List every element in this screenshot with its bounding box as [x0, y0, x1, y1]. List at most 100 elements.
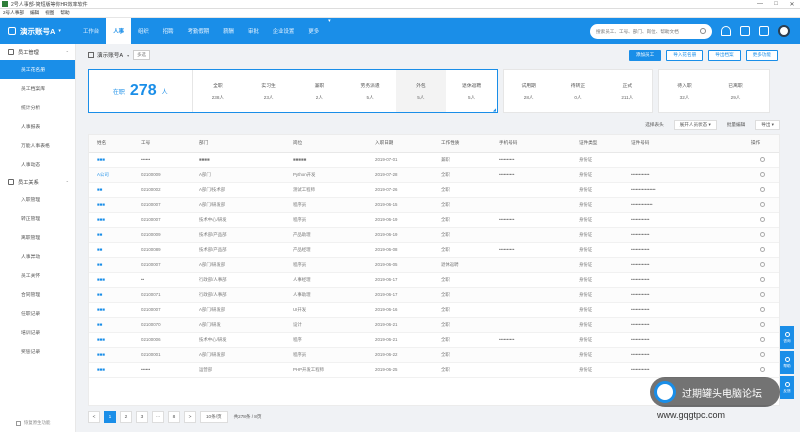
search-input[interactable] — [596, 28, 700, 34]
row-actions[interactable] — [743, 302, 779, 318]
nav-tab[interactable]: 考勤假期 — [187, 29, 210, 35]
export-archive-button[interactable]: 导出档案 — [708, 49, 741, 61]
employee-name-link[interactable]: ■■ — [89, 227, 133, 243]
row-actions[interactable] — [743, 227, 779, 243]
stat-cell[interactable]: 试用期 28人 — [504, 70, 553, 112]
employee-name-link[interactable]: ■■■ — [89, 152, 133, 168]
more-actions-icon[interactable] — [759, 156, 765, 162]
add-employee-button[interactable]: 添加员工 — [628, 49, 662, 61]
employee-name-link[interactable]: A公司 — [89, 167, 133, 183]
row-actions[interactable] — [743, 212, 779, 228]
more-actions-icon[interactable] — [759, 231, 765, 237]
employee-name-link[interactable]: ■■ — [89, 242, 133, 258]
sidebar-footer[interactable]: 恢复原生功能 — [16, 420, 50, 426]
employee-name-link[interactable]: ■■■ — [89, 332, 133, 348]
stat-cell[interactable]: 待转正 0人 — [553, 70, 602, 112]
sidebar-item[interactable]: 任职记录 — [21, 312, 41, 317]
employee-name-link[interactable]: ■■■ — [89, 362, 133, 378]
export-select[interactable]: 导出 ▾ — [755, 120, 780, 130]
stat-cell[interactable]: 正式 211人 — [603, 70, 652, 112]
sidebar-item[interactable]: 培训记录 — [21, 331, 41, 336]
more-functions-button[interactable]: 更多功能 — [745, 49, 778, 61]
row-actions[interactable] — [743, 287, 779, 303]
nav-tab[interactable]: 薪酬 — [223, 29, 234, 35]
column-header[interactable]: 岗位 — [285, 135, 367, 153]
stat-cell[interactable]: 全职 238人 — [193, 70, 244, 112]
row-actions[interactable] — [743, 167, 779, 183]
sidebar-item[interactable]: 离职管理 — [21, 236, 41, 241]
sidebar-item[interactable]: 人事动态 — [21, 163, 41, 168]
import-roster-button[interactable]: 导入花名册 — [666, 49, 704, 61]
table-row[interactable]: ■■ 02100089 技术部/产品部 产品经理 2019-06-08 全职 •••••••… — [89, 242, 779, 258]
stat-cell[interactable]: 待入职 32人 — [659, 70, 710, 112]
row-actions[interactable] — [743, 152, 779, 168]
row-actions[interactable] — [743, 347, 779, 363]
stat-cell[interactable]: 外包 5人 — [395, 70, 447, 112]
row-actions[interactable] — [743, 242, 779, 258]
float-tool-button[interactable]: 反馈 — [780, 376, 794, 399]
sidebar-group[interactable]: 员工关系 ⌃ — [0, 174, 75, 190]
more-actions-icon[interactable] — [759, 276, 765, 282]
employee-name-link[interactable]: ■■ — [89, 317, 133, 333]
breadcrumb-account[interactable]: 演示账号A — [97, 53, 124, 59]
page-size-select[interactable]: 10条/页 — [200, 411, 228, 423]
sidebar-item[interactable]: 合同管理 — [21, 293, 41, 298]
sidebar-item[interactable]: 人事异动 — [21, 255, 41, 260]
table-row[interactable]: ■■ 02100007 A部门/研发部 程序员 2019-06-05 退休返聘 身份证 •••… — [89, 257, 779, 273]
more-actions-icon[interactable] — [759, 291, 765, 297]
column-header[interactable]: 证件号码 — [623, 135, 743, 153]
multi-select-tag[interactable]: 多选 — [133, 50, 150, 60]
sidebar-item[interactable]: 奖惩记录 — [21, 350, 41, 355]
help-icon[interactable] — [759, 26, 769, 36]
sidebar-item[interactable]: 万能人事表格 — [21, 144, 50, 149]
table-row[interactable]: ■■■ 02100007 技术中心/研发 程序员 2019-06-19 全职 •••••••… — [89, 212, 779, 228]
column-header[interactable]: 手机号码 — [491, 135, 571, 153]
table-row[interactable]: ■■ 02100070 A部门/研发 设计 2019-06-21 全职 身份证 •••••••… — [89, 317, 779, 333]
more-actions-icon[interactable] — [759, 186, 765, 192]
table-row[interactable]: ■■■ •• 行政部/人事部 人事经理 2019-06-17 全职 身份证 •••••••••… — [89, 272, 779, 288]
next-page-button[interactable]: > — [184, 411, 196, 423]
nav-tab[interactable]: 人事 — [106, 18, 131, 44]
page-button[interactable]: 2 — [120, 411, 132, 423]
employee-name-link[interactable]: ■■ — [89, 257, 133, 273]
employee-name-link[interactable]: ■■■ — [89, 212, 133, 228]
stat-cell[interactable]: 实习生 23人 — [243, 70, 294, 112]
page-button[interactable]: 8 — [168, 411, 180, 423]
sidebar-item[interactable]: 统计分析 — [21, 106, 41, 111]
menu-edit[interactable]: 编辑 — [29, 10, 40, 15]
table-row[interactable]: ■■■ 02100006 技术中心/研发 程序 2019-06-21 全职 ••••••••… — [89, 332, 779, 348]
page-button[interactable]: 3 — [136, 411, 148, 423]
row-actions[interactable] — [743, 197, 779, 213]
more-actions-icon[interactable] — [759, 306, 765, 312]
menu-app[interactable]: 2号人事部 — [3, 10, 24, 15]
employee-name-link[interactable]: ■■ — [89, 287, 133, 303]
table-row[interactable]: ■■■ 02100007 A部门/研发部 程序员 2019-06-15 全职 身份证 ••••… — [89, 197, 779, 213]
more-actions-icon[interactable] — [759, 171, 765, 177]
row-actions[interactable] — [743, 362, 779, 378]
bell-icon[interactable] — [721, 26, 731, 36]
table-row[interactable]: ■■■ •••••• 运营部 PHP开发工程师 2019-06-25 全职 身份证 •••••… — [89, 362, 779, 378]
page-button[interactable]: 1 — [104, 411, 116, 423]
nav-tab[interactable]: 审批 — [247, 29, 259, 35]
column-header[interactable]: 工作性质 — [433, 135, 491, 153]
employee-name-link[interactable]: ■■ — [89, 182, 133, 198]
row-actions[interactable] — [743, 257, 779, 273]
page-button[interactable]: ··· — [152, 411, 164, 423]
stat-cell[interactable]: 已离职 29人 — [710, 70, 761, 112]
sidebar-item[interactable]: 员工关怀 — [21, 274, 41, 279]
nav-tab[interactable]: 工作台 — [83, 29, 100, 35]
avatar[interactable] — [778, 25, 790, 37]
table-row[interactable]: ■■■ 02100001 A部门/研发部 程序员 2019-06-22 全职 身份证 ••••… — [89, 347, 779, 363]
employee-name-link[interactable]: ■■■ — [89, 347, 133, 363]
row-actions[interactable] — [743, 182, 779, 198]
nav-tab[interactable]: 组织 — [137, 29, 149, 35]
sidebar-item[interactable]: 员工花名册 — [0, 60, 75, 79]
more-actions-icon[interactable] — [759, 351, 765, 357]
stat-cell[interactable]: 劳务派遣 5人 — [345, 70, 396, 112]
choose-columns-button[interactable]: 选择表头 — [645, 122, 664, 127]
column-header[interactable]: 入职日期 — [367, 135, 433, 153]
sidebar-item[interactable]: 员工档案库 — [21, 87, 45, 92]
more-actions-icon[interactable] — [759, 246, 765, 252]
chevron-down-icon[interactable]: ▾ — [127, 52, 130, 58]
sidebar-group[interactable]: 员工管理 ⌃ — [0, 44, 75, 60]
